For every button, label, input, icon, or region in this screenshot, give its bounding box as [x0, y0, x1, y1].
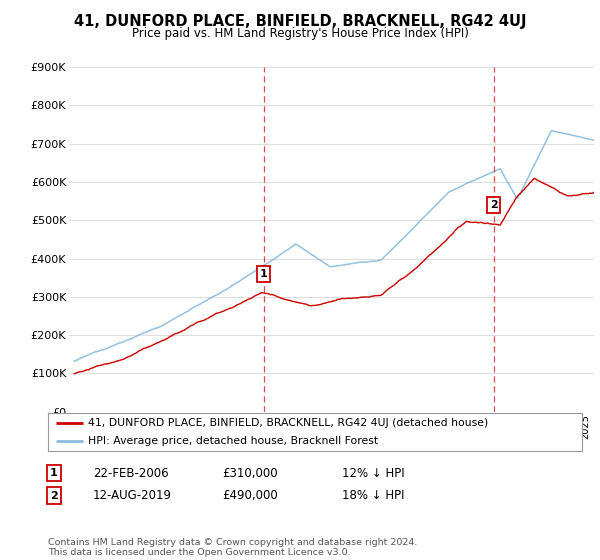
- Text: 1: 1: [50, 468, 58, 478]
- Text: 22-FEB-2006: 22-FEB-2006: [93, 466, 169, 480]
- Text: 2: 2: [50, 491, 58, 501]
- Text: Contains HM Land Registry data © Crown copyright and database right 2024.
This d: Contains HM Land Registry data © Crown c…: [48, 538, 418, 557]
- Text: 2: 2: [490, 200, 497, 210]
- Text: 41, DUNFORD PLACE, BINFIELD, BRACKNELL, RG42 4UJ (detached house): 41, DUNFORD PLACE, BINFIELD, BRACKNELL, …: [88, 418, 488, 428]
- Text: £310,000: £310,000: [222, 466, 278, 480]
- Text: 12-AUG-2019: 12-AUG-2019: [93, 489, 172, 502]
- Text: 18% ↓ HPI: 18% ↓ HPI: [342, 489, 404, 502]
- Text: 12% ↓ HPI: 12% ↓ HPI: [342, 466, 404, 480]
- Text: Price paid vs. HM Land Registry's House Price Index (HPI): Price paid vs. HM Land Registry's House …: [131, 27, 469, 40]
- Text: 41, DUNFORD PLACE, BINFIELD, BRACKNELL, RG42 4UJ: 41, DUNFORD PLACE, BINFIELD, BRACKNELL, …: [74, 14, 526, 29]
- Text: 1: 1: [260, 269, 268, 279]
- Text: HPI: Average price, detached house, Bracknell Forest: HPI: Average price, detached house, Brac…: [88, 436, 378, 446]
- Text: £490,000: £490,000: [222, 489, 278, 502]
